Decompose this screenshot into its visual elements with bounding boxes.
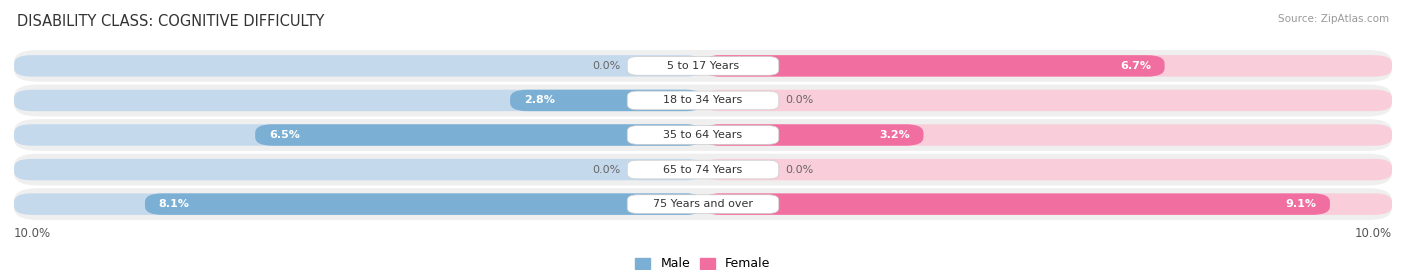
FancyBboxPatch shape — [703, 55, 1392, 77]
FancyBboxPatch shape — [627, 91, 779, 110]
FancyBboxPatch shape — [14, 50, 1392, 82]
FancyBboxPatch shape — [14, 154, 1392, 185]
FancyBboxPatch shape — [14, 124, 703, 146]
Text: 0.0%: 0.0% — [592, 61, 620, 71]
FancyBboxPatch shape — [510, 90, 703, 111]
FancyBboxPatch shape — [627, 126, 779, 144]
Text: 75 Years and over: 75 Years and over — [652, 199, 754, 209]
Text: 6.7%: 6.7% — [1119, 61, 1152, 71]
Text: 8.1%: 8.1% — [159, 199, 190, 209]
FancyBboxPatch shape — [14, 159, 703, 180]
Text: 3.2%: 3.2% — [879, 130, 910, 140]
FancyBboxPatch shape — [145, 193, 703, 215]
FancyBboxPatch shape — [14, 188, 1392, 220]
Text: 10.0%: 10.0% — [1355, 227, 1392, 239]
Text: Source: ZipAtlas.com: Source: ZipAtlas.com — [1278, 14, 1389, 23]
Text: DISABILITY CLASS: COGNITIVE DIFFICULTY: DISABILITY CLASS: COGNITIVE DIFFICULTY — [17, 14, 325, 29]
Text: 18 to 34 Years: 18 to 34 Years — [664, 95, 742, 106]
FancyBboxPatch shape — [703, 193, 1392, 215]
FancyBboxPatch shape — [703, 159, 1392, 180]
FancyBboxPatch shape — [627, 56, 779, 75]
FancyBboxPatch shape — [14, 55, 703, 77]
FancyBboxPatch shape — [703, 124, 1392, 146]
FancyBboxPatch shape — [703, 124, 924, 146]
Text: 35 to 64 Years: 35 to 64 Years — [664, 130, 742, 140]
Text: 65 to 74 Years: 65 to 74 Years — [664, 164, 742, 175]
Text: 0.0%: 0.0% — [592, 164, 620, 175]
FancyBboxPatch shape — [14, 85, 1392, 116]
Text: 0.0%: 0.0% — [786, 164, 814, 175]
FancyBboxPatch shape — [627, 195, 779, 214]
FancyBboxPatch shape — [703, 90, 1392, 111]
FancyBboxPatch shape — [627, 160, 779, 179]
Text: 2.8%: 2.8% — [524, 95, 555, 106]
Text: 0.0%: 0.0% — [786, 95, 814, 106]
FancyBboxPatch shape — [703, 55, 1164, 77]
Legend: Male, Female: Male, Female — [636, 258, 770, 270]
FancyBboxPatch shape — [256, 124, 703, 146]
Text: 6.5%: 6.5% — [269, 130, 299, 140]
Text: 10.0%: 10.0% — [14, 227, 51, 239]
FancyBboxPatch shape — [14, 90, 703, 111]
FancyBboxPatch shape — [703, 193, 1330, 215]
FancyBboxPatch shape — [14, 193, 703, 215]
Text: 5 to 17 Years: 5 to 17 Years — [666, 61, 740, 71]
FancyBboxPatch shape — [14, 119, 1392, 151]
Text: 9.1%: 9.1% — [1285, 199, 1316, 209]
